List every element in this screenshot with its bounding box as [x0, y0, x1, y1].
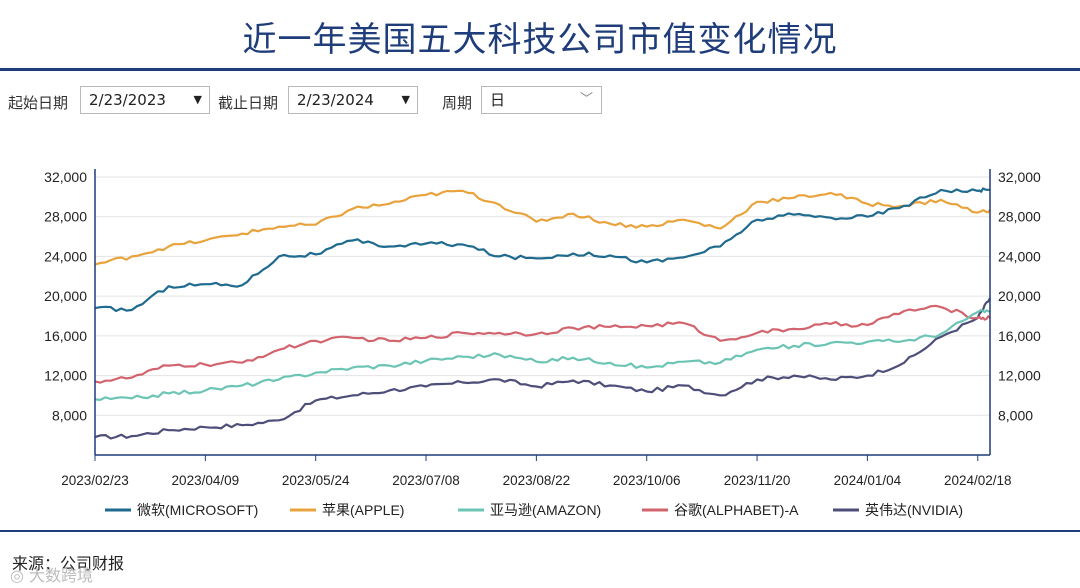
y-tick-label: 20,000	[44, 288, 87, 304]
y-tick-label: 8,000	[52, 407, 87, 423]
legend-label-nvidia: 英伟达(NVIDIA)	[865, 502, 963, 518]
x-tick-label: 2024/02/18	[944, 473, 1012, 488]
y-tick-label: 8,000	[998, 407, 1033, 423]
market-cap-line-chart: 32,000 28,000 24,000 20,000 16,000 12,000 8,00…	[44, 169, 1041, 518]
legend-label-microsoft: 微软(MICROSOFT)	[137, 502, 258, 518]
period-label: 周期	[442, 94, 473, 112]
y-axis-left-labels: 32,000 28,000 24,000 20,000 16,000 12,000 8,00…	[44, 169, 87, 423]
grid-lines	[95, 176, 990, 416]
x-axis-labels: 2023/02/23 2023/04/09 2023/05/24 2023/07/08…	[61, 455, 1012, 488]
y-tick-label: 24,000	[998, 248, 1041, 264]
x-tick-label: 2023/10/06	[613, 473, 681, 488]
y-tick-label: 20,000	[998, 288, 1041, 304]
footer-divider	[0, 530, 1080, 532]
caret-down-icon: ▼	[401, 93, 410, 106]
x-tick-label: 2024/01/04	[834, 473, 902, 488]
start-date-label: 起始日期	[8, 94, 69, 112]
page-title: 近一年美国五大科技公司市值变化情况	[242, 20, 838, 60]
series-line-nvidia	[94, 297, 991, 440]
end-date-select[interactable]: 2/23/2024 ▼	[288, 86, 418, 114]
y-tick-label: 32,000	[44, 169, 87, 185]
x-tick-label: 2023/07/08	[392, 473, 460, 488]
title-divider	[0, 68, 1080, 71]
end-date-label: 截止日期	[218, 94, 279, 112]
x-tick-label: 2023/04/09	[172, 473, 240, 488]
x-tick-label: 2023/05/24	[282, 473, 350, 488]
y-tick-label: 24,000	[44, 248, 87, 264]
y-tick-label: 12,000	[998, 368, 1041, 384]
series-line-amazon	[94, 308, 991, 401]
legend: 微软(MICROSOFT) 苹果(APPLE) 亚马逊(AMAZON) 谷歌(ALPH…	[105, 502, 963, 518]
legend-label-alphabet: 谷歌(ALPHABET)-A	[674, 502, 799, 518]
axes	[94, 169, 991, 456]
series-line-apple	[94, 189, 991, 266]
x-tick-label: 2023/08/22	[503, 473, 571, 488]
series-lines	[94, 187, 991, 440]
x-tick-label: 2023/02/23	[61, 473, 129, 488]
start-date-select[interactable]: 2/23/2023 ▼	[80, 86, 210, 114]
start-date-value: 2/23/2023	[89, 91, 166, 109]
end-date-value: 2/23/2024	[297, 91, 374, 109]
series-line-microsoft	[94, 187, 991, 313]
legend-label-amazon: 亚马逊(AMAZON)	[490, 502, 601, 518]
source-note: 来源：公司财报	[12, 554, 125, 573]
watermark: ◎ 大数跨境	[10, 566, 94, 585]
y-tick-label: 28,000	[44, 209, 87, 225]
chevron-down-icon: ﹀	[579, 92, 593, 107]
period-value: 日	[490, 91, 506, 109]
y-tick-label: 16,000	[998, 328, 1041, 344]
y-tick-label: 12,000	[44, 368, 87, 384]
series-line-alphabet	[94, 304, 991, 384]
x-tick-label: 2023/11/20	[724, 473, 791, 488]
legend-label-apple: 苹果(APPLE)	[322, 502, 404, 518]
y-axis-right-labels: 32,000 28,000 24,000 20,000 16,000 12,000 8,00…	[998, 169, 1041, 423]
y-tick-label: 28,000	[998, 209, 1041, 225]
y-tick-label: 16,000	[44, 328, 87, 344]
period-select[interactable]: 日 ﹀	[481, 86, 602, 114]
caret-down-icon: ▼	[193, 93, 202, 106]
y-tick-label: 32,000	[998, 169, 1041, 185]
